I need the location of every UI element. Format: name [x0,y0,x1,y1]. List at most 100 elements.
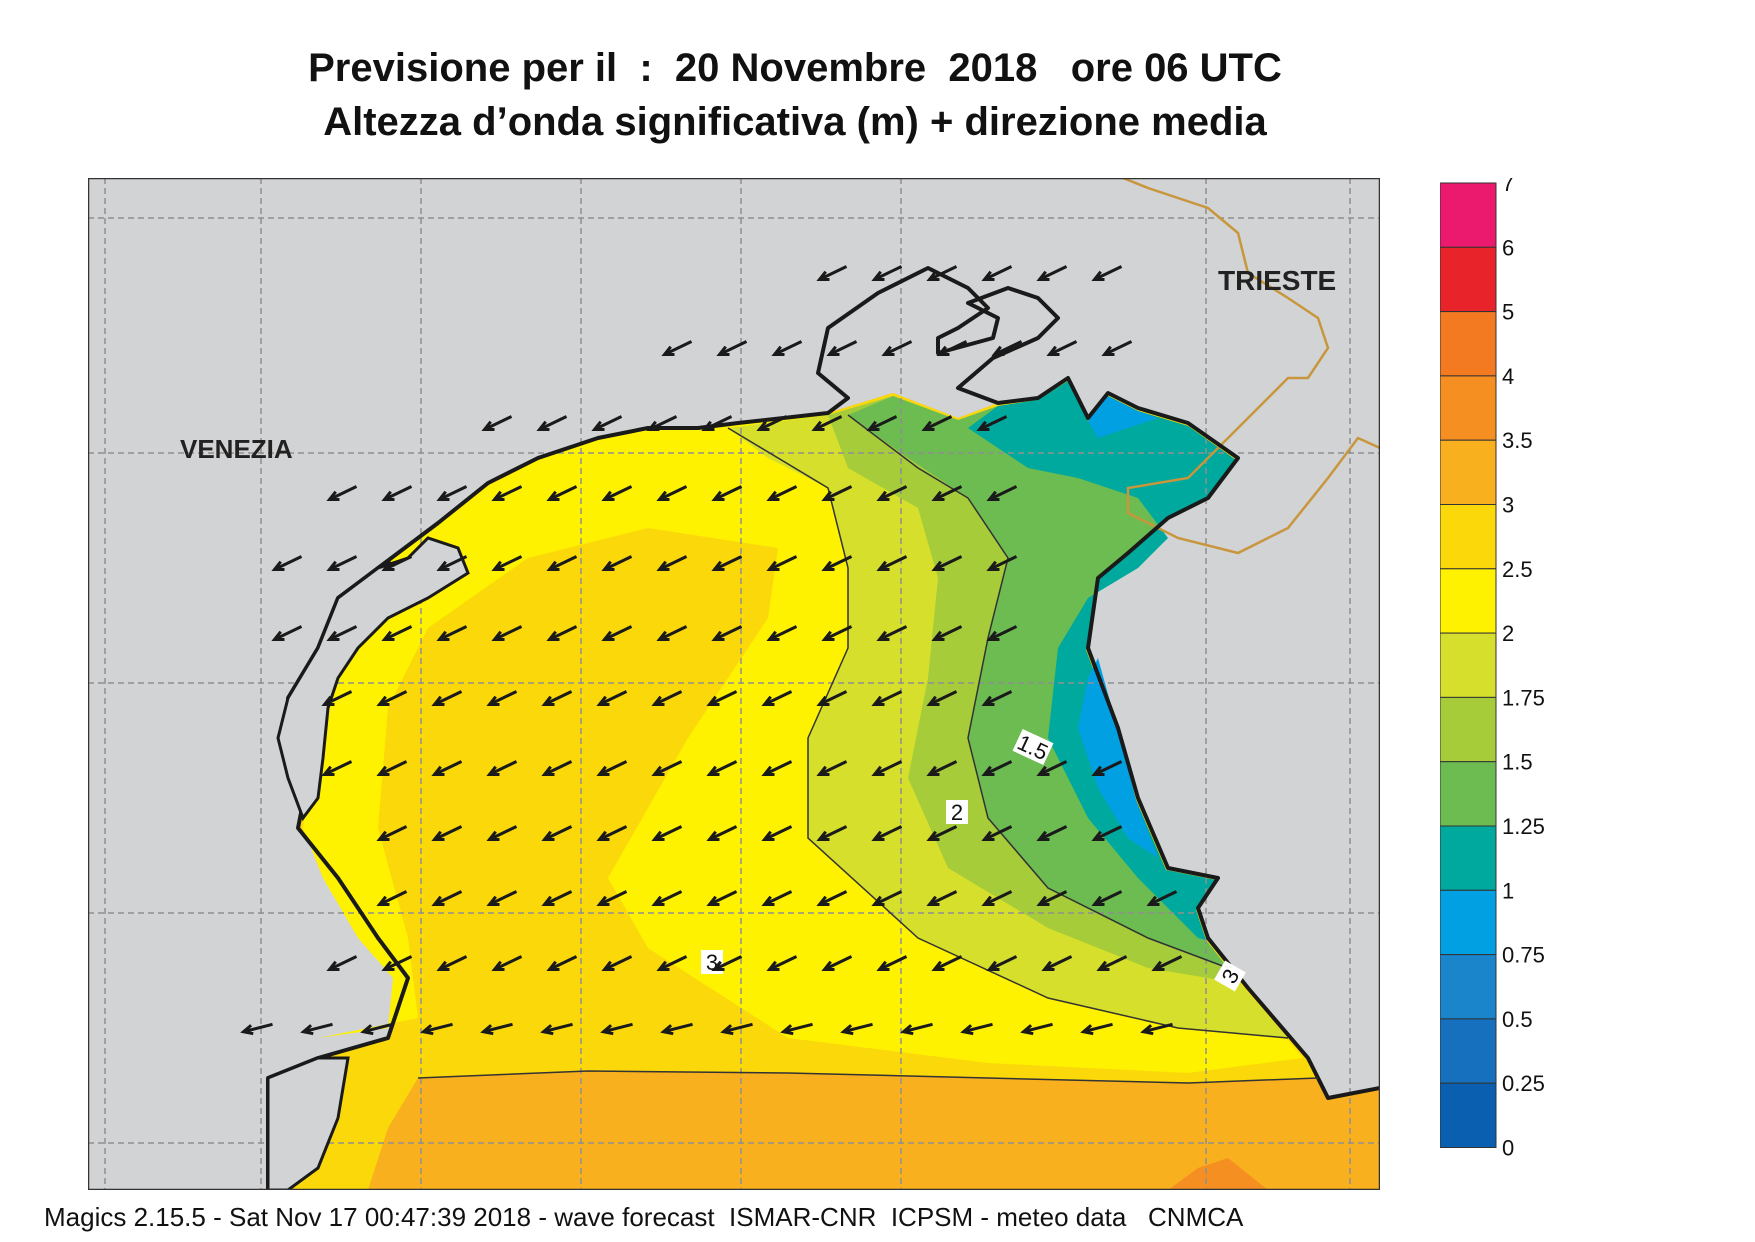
direction-arrow [658,555,688,571]
direction-arrow-head [816,765,830,777]
direction-arrow [708,690,738,706]
direction-arrow [548,485,578,501]
direction-arrow-head [431,765,445,777]
direction-arrow-head [1091,765,1105,777]
direction-arrow-head [761,895,775,907]
direction-arrow [1093,760,1123,776]
direction-arrow-head [780,1024,794,1036]
direction-arrow-head [546,490,560,502]
city-label-trieste: TRIESTE [1218,265,1336,296]
direction-arrow-head [601,630,615,642]
direction-arrow [703,415,733,431]
direction-arrow [993,340,1023,356]
direction-arrow-head [1091,895,1105,907]
direction-arrow-head [986,630,1000,642]
direction-arrow [708,760,738,776]
direction-arrow-head [871,830,885,842]
direction-arrow [653,890,683,906]
direction-arrow [538,415,568,431]
direction-arrow-head [491,490,505,502]
direction-arrow [273,555,303,571]
direction-arrow [903,1022,933,1034]
direction-arrow [598,690,628,706]
direction-arrow [713,555,743,571]
direction-arrow [323,690,353,706]
direction-arrow [648,415,678,431]
direction-arrow-head [921,420,935,432]
direction-arrow-head [1091,270,1105,282]
direction-arrow-head [1080,1024,1094,1036]
direction-arrow-head [711,560,725,572]
direction-arrow [878,625,908,641]
direction-arrow-head [600,1024,614,1036]
direction-arrow [543,1022,573,1034]
legend-swatch [1440,375,1497,441]
direction-arrow [383,555,413,571]
direction-arrow [988,625,1018,641]
direction-arrow [1038,825,1068,841]
legend-label: 1 [1502,878,1514,903]
footer-credits: Magics 2.15.5 - Sat Nov 17 00:47:39 2018… [44,1202,1244,1232]
legend-swatch [1440,568,1497,634]
direction-arrow [548,555,578,571]
contour-lines [417,414,1319,1084]
direction-arrow [603,485,633,501]
direction-arrow-head [546,960,560,972]
direction-arrow [543,825,573,841]
legend-label: 7 [1502,178,1514,196]
direction-arrow-head [761,830,775,842]
direction-arrow [658,955,688,971]
direction-arrow [603,1022,633,1034]
political-border [1122,178,1380,555]
legend-label: 4 [1502,364,1514,389]
direction-arrow [818,265,848,281]
map-frame [88,178,1380,1190]
direction-arrow [1153,955,1183,971]
direction-arrow-head [1036,895,1050,907]
direction-arrow-head [431,695,445,707]
direction-arrow-head [656,560,670,572]
svg-text:2: 2 [951,800,963,825]
direction-arrow-head [596,765,610,777]
direction-arrow [1148,890,1178,906]
direction-arrow [1038,265,1068,281]
direction-arrow [873,760,903,776]
direction-arrow-head [596,895,610,907]
direction-arrow [1083,1022,1113,1034]
direction-arrow-head [436,560,450,572]
direction-arrow [928,890,958,906]
contour-label-3b: 3 [1214,960,1246,992]
direction-arrow-head [436,630,450,642]
direction-arrow [598,825,628,841]
direction-arrow [763,760,793,776]
direction-arrow [988,555,1018,571]
direction-arrow-head [651,830,665,842]
direction-arrow [383,955,413,971]
legend-swatch [1440,182,1497,248]
direction-arrow [328,485,358,501]
direction-arrow [928,265,958,281]
direction-arrow [383,485,413,501]
direction-arrow [873,690,903,706]
direction-arrow [653,825,683,841]
contour-label-2: 2 [946,800,968,825]
direction-arrow-head [381,560,395,572]
direction-arrow [768,625,798,641]
direction-arrow [878,485,908,501]
direction-arrow-head [601,490,615,502]
direction-arrow-head [661,345,675,357]
direction-arrow [423,1022,453,1034]
legend-label: 5 [1502,300,1514,325]
direction-arrow-head [931,560,945,572]
direction-arrow [1093,890,1123,906]
legend-swatch [1440,825,1497,891]
direction-arrow [488,690,518,706]
direction-arrow-head [876,960,890,972]
direction-arrow-head [656,490,670,502]
direction-arrow-head [766,560,780,572]
direction-arrow [873,265,903,281]
direction-arrow-head [491,560,505,572]
direction-arrow [873,825,903,841]
direction-arrow-head [656,960,670,972]
legend-swatch [1440,1018,1497,1084]
